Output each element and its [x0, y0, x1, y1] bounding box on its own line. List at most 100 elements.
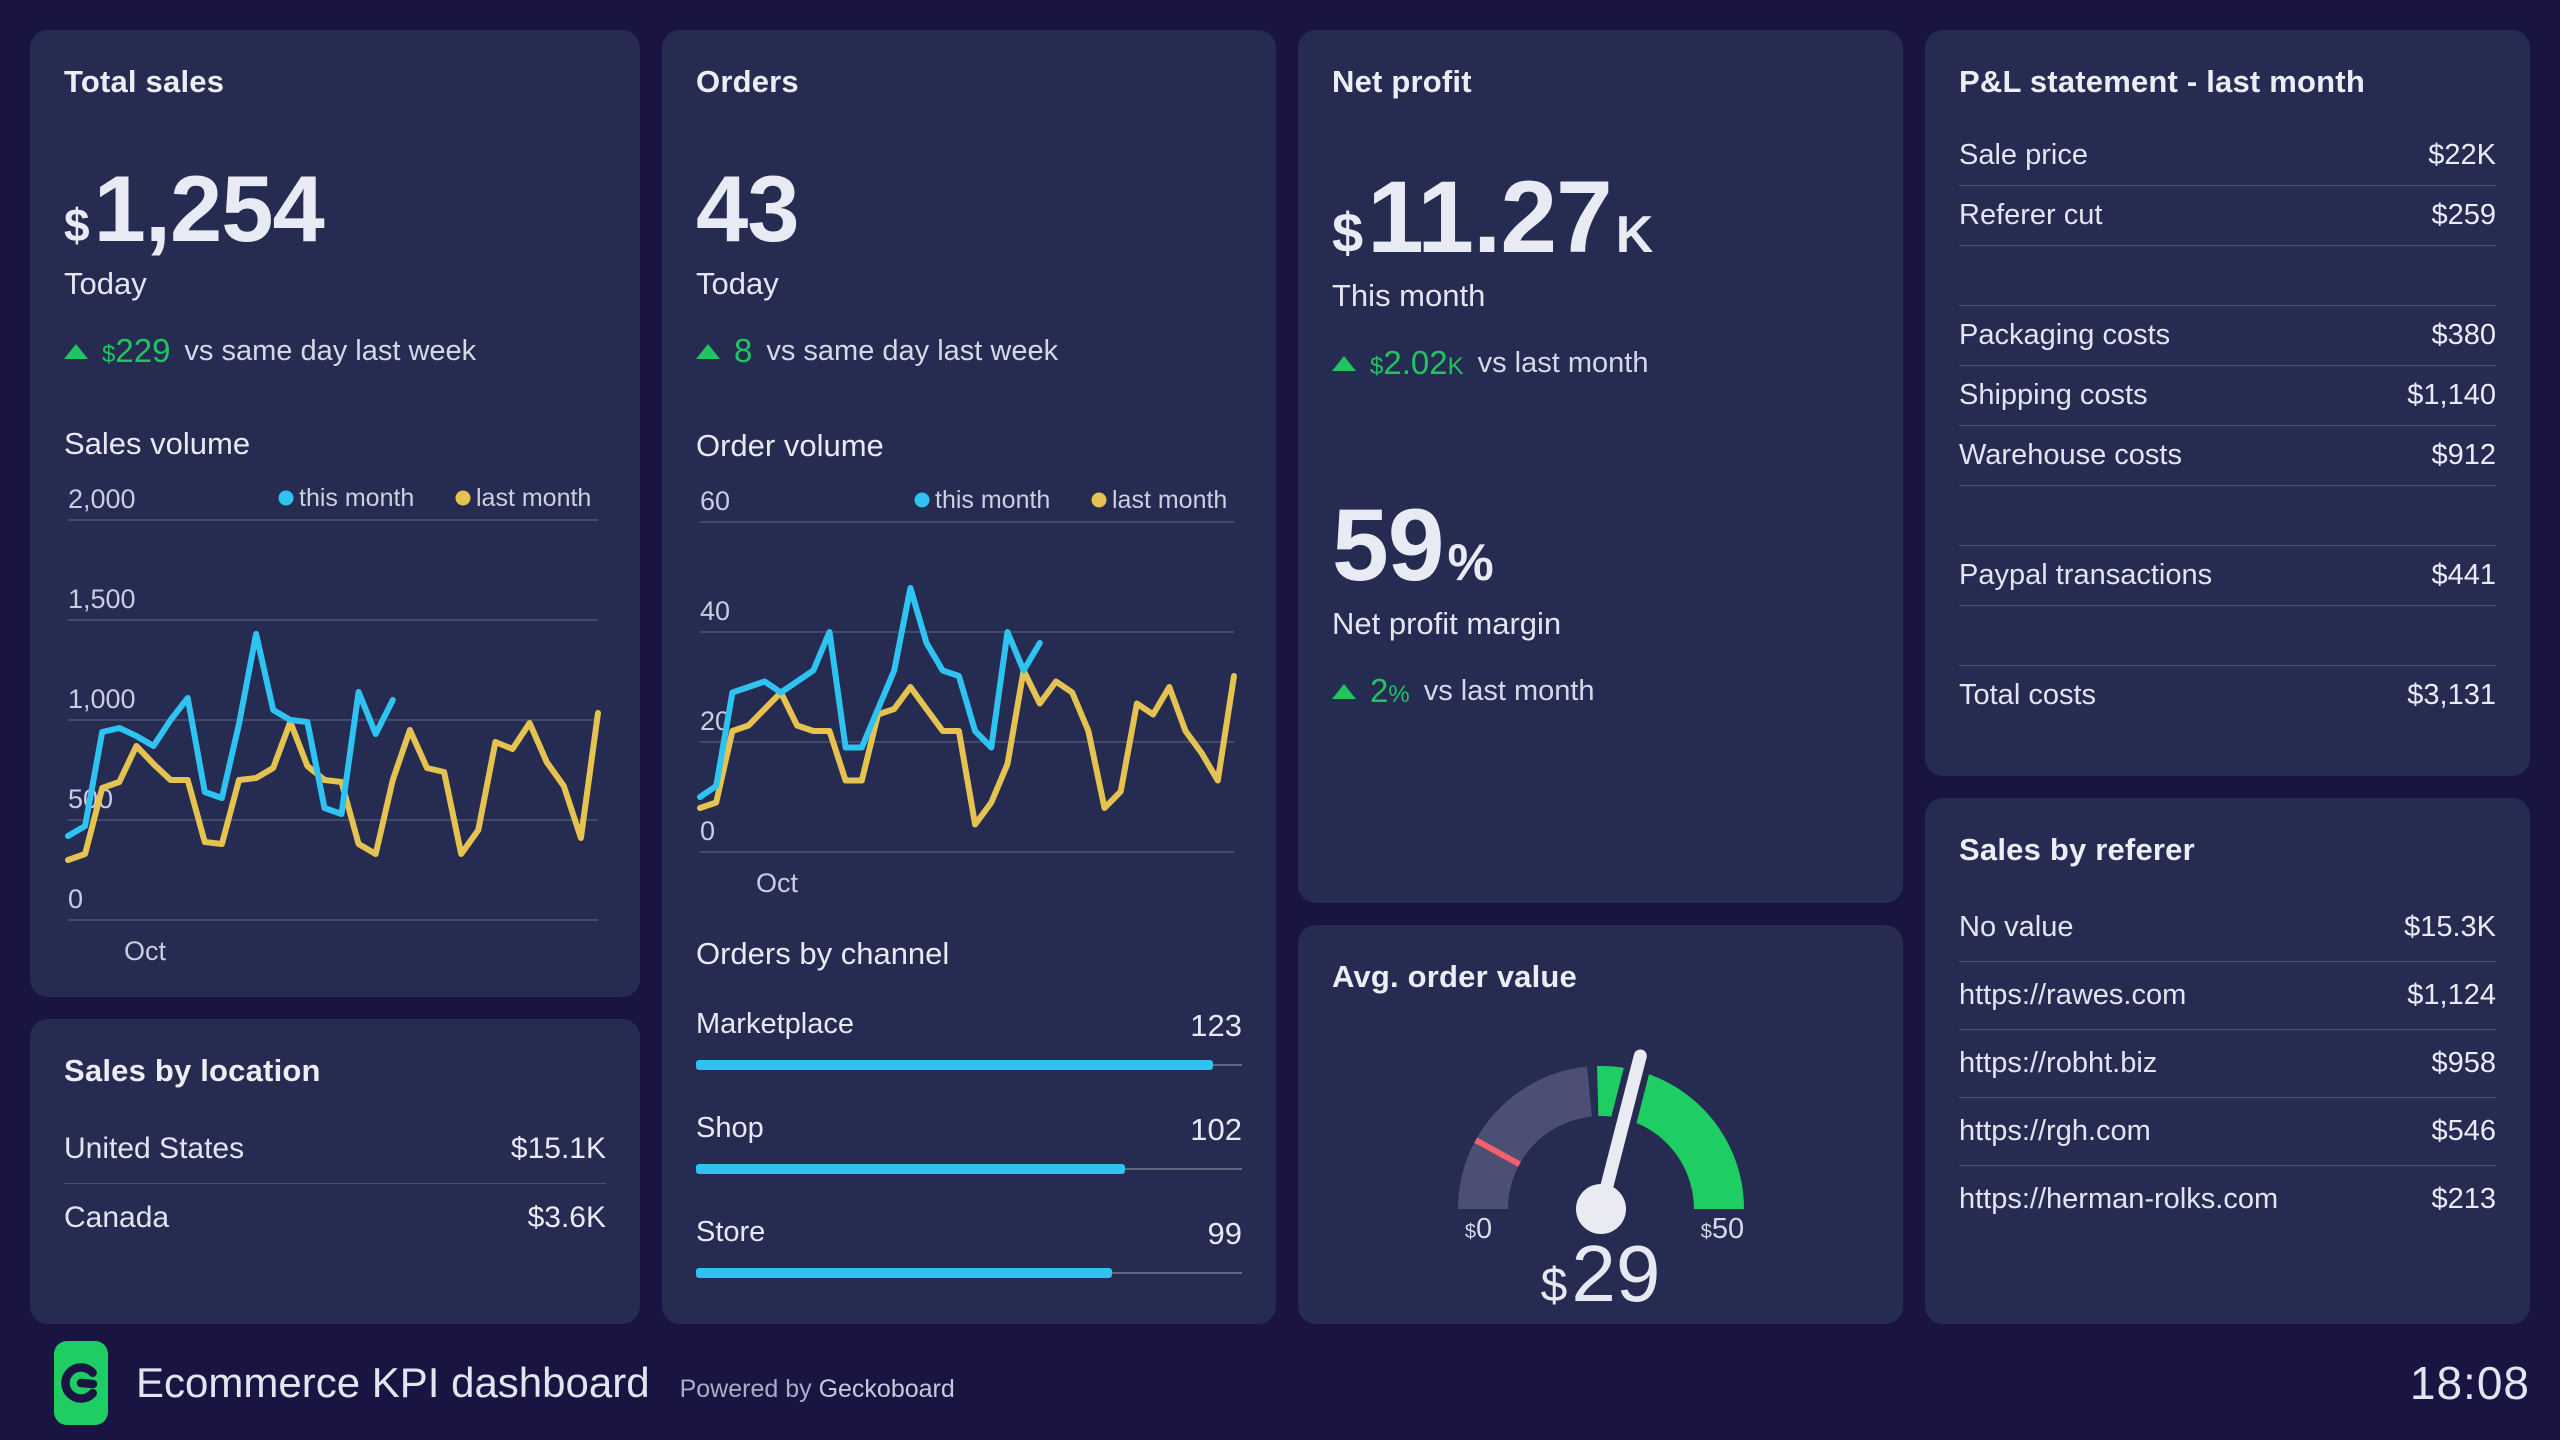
- pnl-table: Sale price $22K Referer cut $259 Packaging c…: [1959, 126, 2496, 725]
- avg-order-value-gauge: $0 $50: [1401, 1013, 1801, 1246]
- up-triangle-icon: [64, 343, 88, 359]
- currency-symbol: $: [1332, 201, 1364, 264]
- card-orders: Orders 43 Today 8 vs same day last week …: [662, 30, 1276, 1324]
- table-row: https://rgh.com $546: [1959, 1098, 2496, 1166]
- card-sales-by-location: Sales by location United States $15.1K Can…: [30, 1019, 640, 1324]
- net-profit-value: $11.27 K: [1332, 160, 1654, 274]
- geckoboard-logo-icon: [54, 1341, 108, 1425]
- bar-row: Store 99: [696, 1216, 1242, 1278]
- net-profit-margin-label: Net profit margin: [1332, 606, 1562, 641]
- up-triangle-icon: [1332, 355, 1356, 371]
- column-2: Orders 43 Today 8 vs same day last week …: [662, 30, 1276, 1324]
- series-line-this-month: [65, 631, 396, 839]
- legend-label: this month: [935, 486, 1050, 514]
- y-tick-label: 40: [700, 596, 730, 626]
- table-row: Packaging costs $380: [1959, 306, 2496, 366]
- bar-fill: [696, 1268, 1113, 1278]
- card-title-sales-by-referer: Sales by referer: [1959, 832, 2195, 867]
- series-line-last-month: [65, 710, 601, 863]
- bar-track: [696, 1268, 1242, 1278]
- table-row: https://robht.biz $958: [1959, 1030, 2496, 1098]
- card-title-net-profit: Net profit: [1332, 64, 1472, 99]
- bar-label: Shop: [696, 1112, 764, 1144]
- bar-label: Marketplace: [696, 1008, 854, 1040]
- net-profit-margin-delta: 2% vs last month: [1332, 672, 1869, 710]
- delta-text: vs last month: [1477, 346, 1649, 379]
- row-value: $380: [2431, 319, 2496, 351]
- gauge-needle: [1594, 1049, 1647, 1216]
- legend-dot: [455, 490, 471, 506]
- footer: Ecommerce KPI dashboard Powered by Gecko…: [30, 1328, 2530, 1438]
- delta-text: vs same day last week: [184, 334, 477, 367]
- bar-row: Shop 102: [696, 1112, 1242, 1174]
- row-label: United States: [64, 1132, 245, 1165]
- table-row: Warehouse costs $912: [1959, 426, 2496, 486]
- card-title-orders: Orders: [696, 64, 799, 99]
- card-title-total-sales: Total sales: [64, 64, 225, 99]
- row-value: $546: [2431, 1115, 2496, 1147]
- table-row: United States $15.1K: [64, 1115, 606, 1184]
- total-sales-value: $1,254: [64, 156, 325, 261]
- table-row: Referer cut $259: [1959, 186, 2496, 246]
- row-value: $3,131: [2407, 679, 2496, 711]
- bar-value: 123: [1190, 1008, 1242, 1043]
- section-title-orders-by-channel: Orders by channel: [696, 936, 950, 971]
- row-label: https://rawes.com: [1959, 979, 2187, 1011]
- gauge-min-label: $0: [1464, 1213, 1493, 1245]
- card-title-pnl: P&L statement - last month: [1959, 64, 2365, 99]
- bar-value: 102: [1190, 1112, 1242, 1147]
- row-label: Canada: [64, 1201, 170, 1234]
- series-line-last-month: [697, 667, 1237, 828]
- row-label: https://robht.biz: [1959, 1047, 2158, 1079]
- table-row: No value $15.3K: [1959, 894, 2496, 962]
- row-label: Total costs: [1959, 679, 2096, 711]
- sales-by-location-table: United States $15.1K Canada $3.6K: [64, 1115, 606, 1252]
- up-triangle-icon: [1332, 683, 1356, 699]
- delta-value: $2.02 K: [1370, 344, 1464, 381]
- orders-by-channel-bars: Marketplace 123 Shop 102 Store 99: [696, 1008, 1242, 1278]
- card-title-sales-by-location: Sales by location: [64, 1053, 321, 1088]
- net-profit-period: This month: [1332, 278, 1486, 313]
- y-tick-label: 1,500: [68, 584, 136, 614]
- x-tick-label: Oct: [756, 868, 799, 898]
- bar-value: 99: [1207, 1216, 1242, 1251]
- currency-symbol: $: [64, 199, 90, 251]
- table-row: Total costs $3,131: [1959, 666, 2496, 725]
- legend-label: last month: [1112, 486, 1227, 514]
- card-pnl-statement: P&L statement - last month Sale price $22…: [1925, 30, 2530, 776]
- bar-track: [696, 1164, 1242, 1174]
- row-label: Paypal transactions: [1959, 559, 2213, 591]
- row-label: Shipping costs: [1959, 379, 2148, 411]
- delta-value: 2%: [1370, 672, 1410, 709]
- row-label: No value: [1959, 911, 2074, 943]
- dashboard-title: Ecommerce KPI dashboard: [136, 1359, 650, 1406]
- row-value: $1,124: [2407, 979, 2496, 1011]
- y-tick-label: 0: [68, 884, 83, 914]
- section-title-sales-volume: Sales volume: [64, 426, 251, 461]
- row-value: $213: [2431, 1183, 2496, 1215]
- delta-value: $229: [102, 332, 171, 369]
- clock: 18:08: [2409, 1357, 2530, 1409]
- orders-delta: 8 vs same day last week: [696, 332, 1242, 370]
- table-row: https://rawes.com $1,124: [1959, 962, 2496, 1030]
- bar-track: [696, 1060, 1242, 1070]
- orders-period: Today: [696, 266, 779, 301]
- row-label: https://rgh.com: [1959, 1115, 2151, 1147]
- total-sales-delta: $229 vs same day last week: [64, 332, 606, 370]
- section-title-order-volume: Order volume: [696, 428, 884, 463]
- legend-label: this month: [299, 484, 414, 512]
- bar-header: Shop 102: [696, 1112, 1242, 1148]
- bar-header: Marketplace 123: [696, 1008, 1242, 1044]
- gauge-value: $29: [1540, 1229, 1661, 1318]
- row-value: $259: [2431, 199, 2496, 231]
- row-value: $3.6K: [527, 1201, 606, 1234]
- gauge-warn-tick: [1473, 1137, 1521, 1167]
- net-profit-delta: $2.02 K vs last month: [1332, 344, 1869, 382]
- row-label: https://herman-rolks.com: [1959, 1183, 2279, 1215]
- legend-dot: [278, 490, 294, 506]
- sales-by-referer-table: No value $15.3K https://rawes.com $1,124 htt…: [1959, 894, 2496, 1233]
- total-sales-period: Today: [64, 266, 147, 301]
- x-tick-label: Oct: [124, 936, 167, 966]
- legend-dot: [1091, 492, 1107, 508]
